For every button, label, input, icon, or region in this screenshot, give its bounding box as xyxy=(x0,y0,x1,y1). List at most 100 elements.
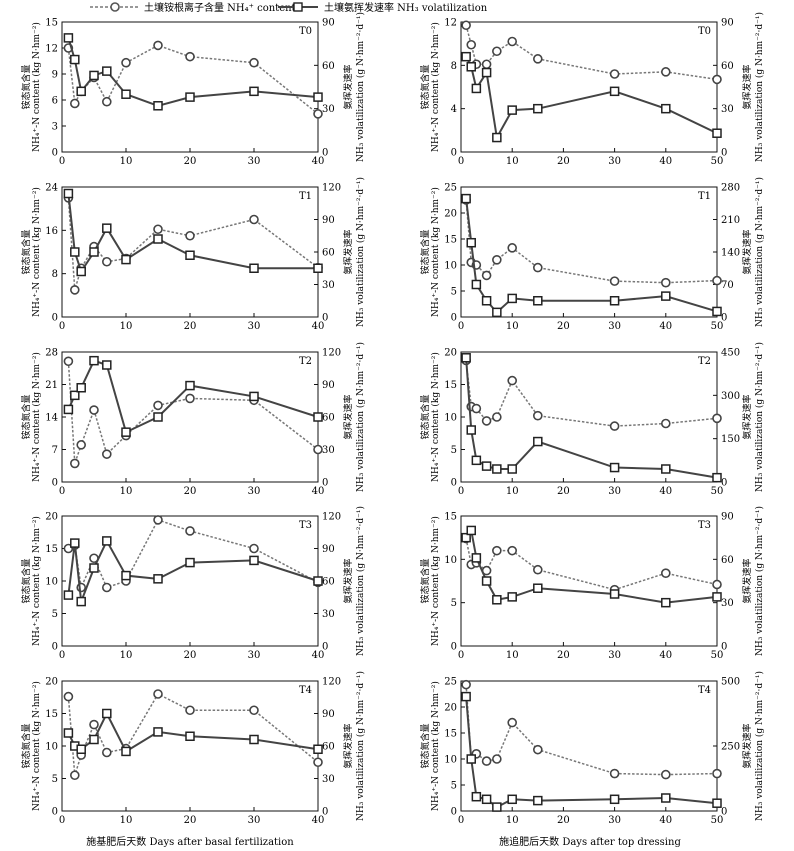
x-axis-label-basal: 施基肥后天数 Days after basal fertilization xyxy=(86,835,294,848)
y-tick-label-left: 20 xyxy=(444,348,457,359)
y-tick-label-right: 30 xyxy=(322,609,335,620)
data-point-nh3 xyxy=(153,101,163,111)
right-axis-title-en: NH₃ volatilization (g N·hm⁻²·d⁻¹) xyxy=(754,506,765,656)
y-tick-label-left: 7 xyxy=(52,445,58,456)
y-tick-label-right: 120 xyxy=(322,512,341,523)
right-axis-title-cn: 氨挥发速率 xyxy=(741,558,753,603)
x-axis-label-top: 施追肥后天数 Days after top dressing xyxy=(499,835,681,848)
y-tick-label-right: 30 xyxy=(322,774,335,785)
x-tick-label: 0 xyxy=(59,650,65,661)
data-point-nh3 xyxy=(492,464,502,474)
data-point-nh3 xyxy=(185,250,195,260)
data-point-nh4 xyxy=(660,568,671,579)
left-axis-title-cn: 铵态氮含量 xyxy=(20,394,32,439)
y-tick-label-left: 5 xyxy=(52,609,58,620)
data-point-nh3 xyxy=(466,525,476,536)
y-tick-label-right: 30 xyxy=(322,280,335,291)
data-point-nh4 xyxy=(660,67,671,77)
data-point-nh3 xyxy=(70,54,80,65)
data-point-nh3 xyxy=(89,247,99,257)
data-point-nh3 xyxy=(492,132,502,143)
y-tick-label-right: 150 xyxy=(721,434,740,445)
data-point-nh4 xyxy=(481,270,492,281)
y-tick-label-left: 5 xyxy=(451,445,457,456)
data-point-nh4 xyxy=(153,515,163,525)
panel-label: T1 xyxy=(299,191,312,202)
left-axis-title-en: NH₄⁺-N content (kg N·hm⁻²) xyxy=(31,22,42,152)
x-tick-label: 0 xyxy=(59,321,65,332)
y-tick-label-left: 15 xyxy=(45,18,58,29)
y-tick-label-right: 90 xyxy=(322,380,335,391)
y-tick-label-left: 0 xyxy=(52,313,58,324)
series-line-nh4 xyxy=(465,360,718,427)
data-point-nh3 xyxy=(121,746,131,757)
x-tick-label: 40 xyxy=(312,156,325,167)
y-tick-label-right: 90 xyxy=(322,709,335,720)
y-tick-label-right: 120 xyxy=(322,183,341,194)
x-tick-label: 10 xyxy=(506,650,519,661)
left-axis-title-en: NH₄⁺-N content (kg N·hm⁻²) xyxy=(430,22,441,152)
data-point-nh4 xyxy=(507,375,518,386)
y-tick-label-left: 15 xyxy=(444,512,457,523)
data-point-nh4 xyxy=(461,20,471,31)
data-point-nh3 xyxy=(153,574,163,584)
data-point-nh3 xyxy=(89,70,99,81)
y-tick-label-left: 20 xyxy=(444,703,457,714)
legend-nh3-label: 土壤氨挥发速率 NH₃ volatilization xyxy=(324,1,488,14)
data-point-nh3 xyxy=(461,353,471,363)
x-tick-label: 10 xyxy=(120,321,133,332)
left-axis-title-en: NH₄⁺-N content (kg N·hm⁻²) xyxy=(31,187,42,317)
y-tick-label-left: 0 xyxy=(52,478,58,489)
y-tick-label-left: 10 xyxy=(444,413,457,424)
left-axis-title-cn: 铵态氮含量 xyxy=(419,394,431,439)
data-point-nh4 xyxy=(660,277,671,288)
x-tick-label: 20 xyxy=(557,486,570,497)
series-line-nh3 xyxy=(465,357,718,479)
data-point-nh4 xyxy=(313,757,323,768)
data-point-nh3 xyxy=(533,296,543,306)
left-axis-title-cn: 铵态氮含量 xyxy=(20,558,32,603)
y-tick-label-right: 60 xyxy=(322,742,335,753)
y-tick-label-left: 20 xyxy=(45,512,58,523)
y-tick-label-left: 6 xyxy=(52,96,58,107)
data-point-nh3 xyxy=(466,754,476,764)
x-tick-label: 50 xyxy=(711,156,724,167)
x-tick-label: 50 xyxy=(711,486,724,497)
panel-label: T2 xyxy=(698,356,711,367)
data-point-nh3 xyxy=(461,532,471,543)
data-point-nh3 xyxy=(471,455,482,466)
data-point-nh3 xyxy=(507,794,517,805)
data-point-nh3 xyxy=(609,462,620,473)
x-tick-label: 0 xyxy=(458,650,464,661)
y-tick-label-right: 0 xyxy=(322,478,328,489)
x-tick-label: 10 xyxy=(120,650,133,661)
data-point-nh3 xyxy=(249,263,259,273)
data-point-nh4 xyxy=(153,40,163,51)
y-tick-label-right: 140 xyxy=(721,248,740,259)
y-tick-label-right: 60 xyxy=(322,577,335,588)
y-tick-label-left: 12 xyxy=(444,18,457,29)
data-point-nh4 xyxy=(609,69,620,79)
data-point-nh4 xyxy=(102,582,112,593)
right-axis-title-en: NH₃ volatilization (g N·hm⁻²·d⁻¹) xyxy=(355,12,366,162)
y-tick-label-right: 60 xyxy=(721,61,734,72)
data-point-nh3 xyxy=(153,412,163,422)
x-tick-label: 30 xyxy=(608,650,621,661)
data-point-nh3 xyxy=(712,798,722,808)
x-tick-label: 20 xyxy=(557,321,570,332)
data-point-nh3 xyxy=(661,291,671,301)
data-point-nh3 xyxy=(63,404,74,415)
series-line-nh3 xyxy=(465,527,718,604)
data-point-nh3 xyxy=(185,557,195,568)
x-tick-label: 30 xyxy=(248,156,261,167)
y-tick-label-right: 120 xyxy=(322,348,341,359)
data-point-nh3 xyxy=(507,464,517,474)
data-point-nh3 xyxy=(313,263,323,273)
plot-frame xyxy=(61,351,319,483)
data-point-nh4 xyxy=(249,705,259,716)
data-point-nh3 xyxy=(492,802,502,812)
data-point-nh4 xyxy=(609,276,620,286)
